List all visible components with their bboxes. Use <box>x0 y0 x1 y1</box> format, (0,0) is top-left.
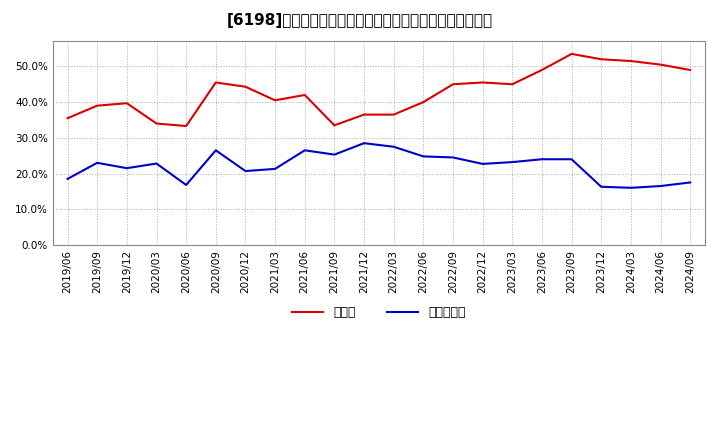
有利子負債 <box>63 176 72 182</box>
現須金 <box>419 99 428 105</box>
有利子負債 <box>300 148 309 153</box>
現須金 <box>122 101 131 106</box>
現須金 <box>360 112 369 117</box>
有利子負債 <box>686 180 695 185</box>
有利子負債 <box>567 157 576 162</box>
現須金 <box>330 123 338 128</box>
有利子負債 <box>122 165 131 171</box>
有利子負債 <box>419 154 428 159</box>
Line: 現須金: 現須金 <box>68 54 690 126</box>
現須金 <box>567 51 576 56</box>
有利子負債 <box>597 184 606 189</box>
現須金 <box>271 98 279 103</box>
有利子負債 <box>449 155 457 160</box>
有利子負債 <box>152 161 161 166</box>
有利子負債 <box>330 152 338 157</box>
現須金 <box>478 80 487 85</box>
有利子負債 <box>656 183 665 189</box>
Legend: 現須金, 有利子負債: 現須金, 有利子負債 <box>287 301 471 324</box>
現須金 <box>597 57 606 62</box>
有利子負債 <box>478 161 487 166</box>
有利子負債 <box>182 182 191 187</box>
有利子負債 <box>271 166 279 172</box>
現須金 <box>656 62 665 67</box>
有利子負債 <box>241 169 250 174</box>
有利子負債 <box>212 148 220 153</box>
現須金 <box>686 67 695 73</box>
現須金 <box>449 81 457 87</box>
現須金 <box>300 92 309 98</box>
現須金 <box>508 81 517 87</box>
現須金 <box>390 112 398 117</box>
現須金 <box>152 121 161 126</box>
有利子負債 <box>538 157 546 162</box>
Text: [6198]　現須金、有利子負債の総資産に対する比率の推移: [6198] 現須金、有利子負債の総資産に対する比率の推移 <box>227 13 493 28</box>
有利子負債 <box>360 140 369 146</box>
有利子負債 <box>93 160 102 165</box>
現須金 <box>93 103 102 108</box>
現須金 <box>538 67 546 73</box>
有利子負債 <box>626 185 635 191</box>
現須金 <box>241 84 250 89</box>
有利子負債 <box>508 159 517 165</box>
Line: 有利子負債: 有利子負債 <box>68 143 690 188</box>
現須金 <box>626 59 635 64</box>
現須金 <box>182 123 191 128</box>
現須金 <box>212 80 220 85</box>
有利子負債 <box>390 144 398 150</box>
現須金 <box>63 116 72 121</box>
